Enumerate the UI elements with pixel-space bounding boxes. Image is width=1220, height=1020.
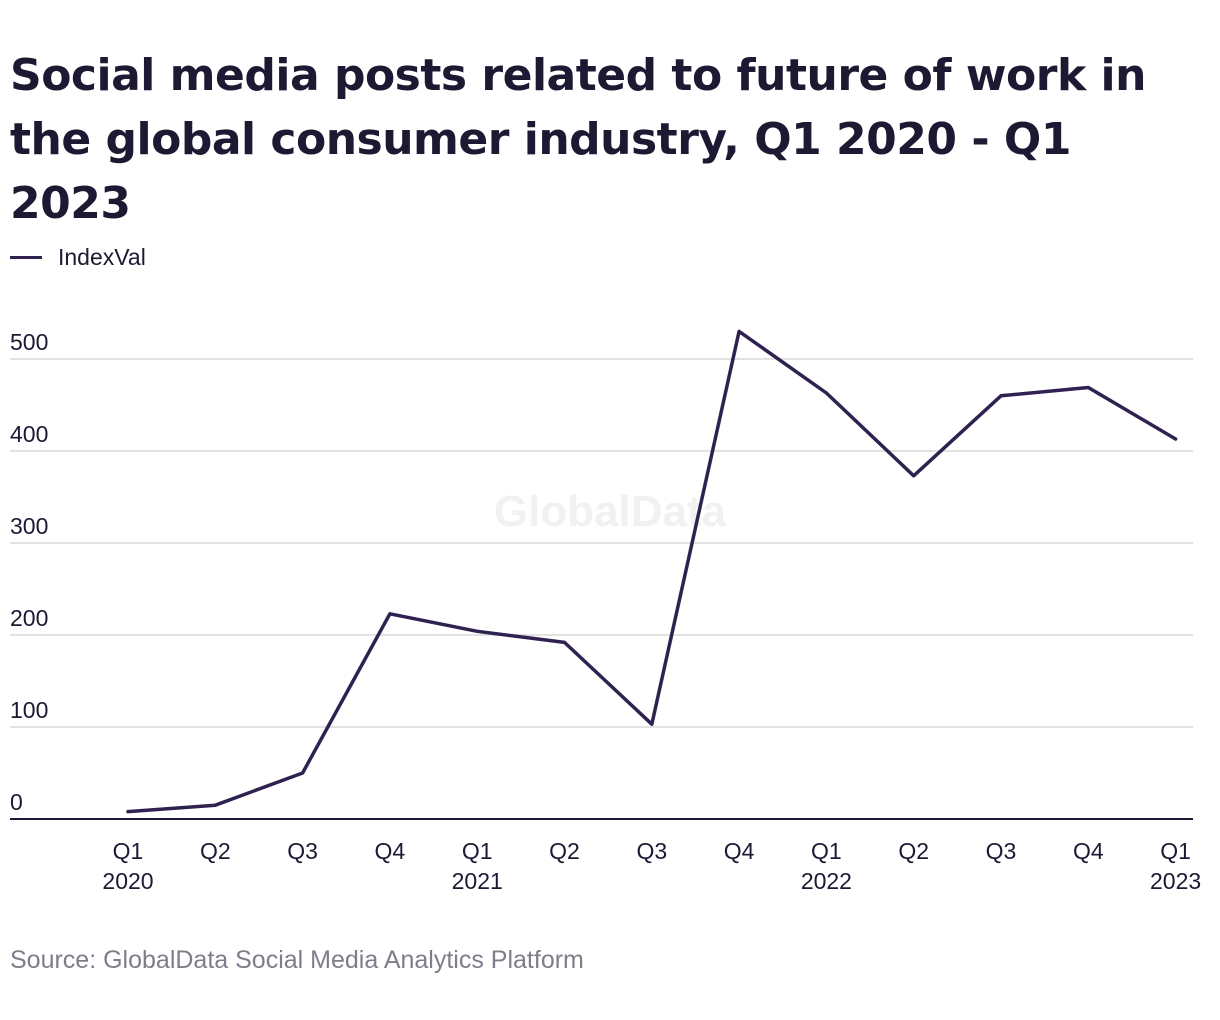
y-tick-label-300: 300 [10,513,48,539]
y-tick-label-400: 400 [10,421,48,447]
legend: IndexVal [10,242,146,272]
y-axis-tick-labels: 0 100 200 300 400 500 [10,329,48,815]
data-point [475,629,479,633]
y-tick-label-500: 500 [10,329,48,355]
data-point [213,803,217,807]
x-tick-label-quarter: Q1 [113,838,144,864]
x-tick-label-quarter: Q1 [462,838,493,864]
x-tick-label-quarter: Q2 [549,838,580,864]
x-tick-label-year: 2022 [801,868,852,894]
source-note: Source: GlobalData Social Media Analytic… [10,946,584,974]
x-tick-label-year: 2020 [102,868,153,894]
watermark-text: GlobalData [494,487,727,536]
data-point [912,474,916,478]
y-tick-label-200: 200 [10,605,48,631]
series-layer [126,329,1178,814]
data-point [650,722,654,726]
y-tick-label-0: 0 [10,789,23,815]
legend-swatch [10,255,42,259]
data-point [824,391,828,395]
data-point [388,612,392,616]
x-tick-label-quarter: Q3 [986,838,1017,864]
data-point [999,394,1003,398]
x-axis-tick-labels: Q1 2020 Q2 Q3 Q4 Q1 2021 Q2 Q3 Q4 Q1 2022 Q2 Q3 Q4 Q1 20… [102,838,1201,894]
gridlines [10,358,1193,728]
x-tick-label-quarter: Q4 [375,838,406,864]
x-tick-label-quarter: Q2 [200,838,231,864]
x-tick-label-quarter: Q3 [636,838,667,864]
line-chart: GlobalData 0 100 200 300 400 500 Q1 2020 Q2 Q3 Q4… [10,329,1201,894]
chart-title: Social media posts related to future of … [10,50,1146,229]
x-tick-label-year: 2021 [452,868,503,894]
series-line-indexval [126,329,1178,814]
data-point [126,810,130,814]
legend-label: IndexVal [58,243,146,270]
x-tick-label-quarter: Q1 [811,838,842,864]
data-point [1086,386,1090,390]
x-tick-label-quarter: Q1 [1160,838,1191,864]
data-point [301,771,305,775]
x-tick-label-year: 2023 [1150,868,1201,894]
x-tick-label-quarter: Q4 [1073,838,1104,864]
data-point [1174,437,1178,441]
y-tick-label-100: 100 [10,697,48,723]
x-tick-label-quarter: Q4 [724,838,755,864]
x-tick-label-quarter: Q2 [898,838,929,864]
x-tick-label-quarter: Q3 [287,838,318,864]
data-point [563,640,566,644]
data-point [737,329,741,333]
